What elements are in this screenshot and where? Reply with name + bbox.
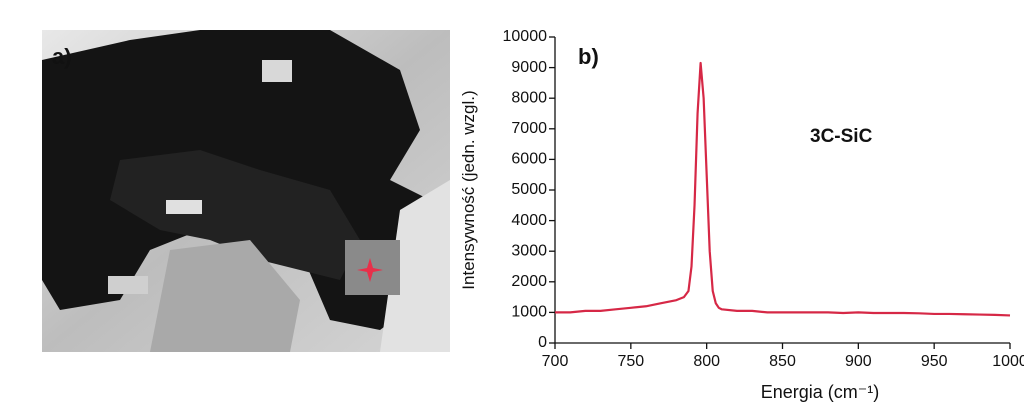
y-tick-label: 4000: [511, 212, 547, 229]
y-tick-label: 9000: [511, 59, 547, 76]
chart: b) 3C-SiC Energia (cm⁻¹) Intensywność (j…: [459, 28, 1024, 402]
measurement-marker: [357, 258, 383, 282]
x-tick-label: 850: [769, 353, 796, 370]
x-axis-label: Energia (cm⁻¹): [761, 382, 880, 402]
panel-label: b): [578, 44, 599, 69]
y-tick-label: 5000: [511, 181, 547, 198]
y-tick-label: 8000: [511, 89, 547, 106]
y-tick-label: 0: [538, 334, 547, 351]
y-tick-label: 6000: [511, 151, 547, 168]
y-tick-label: 10000: [503, 28, 548, 45]
crystal-face: [166, 200, 202, 214]
x-tick-label: 1000: [992, 353, 1024, 370]
axes: [554, 37, 1010, 344]
panel-label: a): [52, 44, 72, 69]
background-rock: [150, 240, 300, 352]
x-tick-label: 800: [693, 353, 720, 370]
background-rock: [380, 180, 450, 352]
x-tick-label: 700: [542, 353, 569, 370]
y-axis-label: Intensywność (jedn. wzgl.): [459, 90, 478, 289]
crystal-face: [262, 60, 292, 82]
y-tick-label: 2000: [511, 273, 547, 290]
photo: a): [42, 30, 450, 352]
y-tick-label: 1000: [511, 304, 547, 321]
crystal: [110, 150, 360, 280]
crystal-face: [108, 276, 148, 294]
annotation: 3C-SiC: [810, 126, 873, 147]
x-tick-label: 750: [617, 353, 644, 370]
x-tick-label: 900: [845, 353, 872, 370]
y-tick-label: 7000: [511, 120, 547, 137]
y-tick-label: 3000: [511, 242, 547, 259]
spectrum-line: [555, 61, 1011, 317]
x-tick-label: 950: [921, 353, 948, 370]
